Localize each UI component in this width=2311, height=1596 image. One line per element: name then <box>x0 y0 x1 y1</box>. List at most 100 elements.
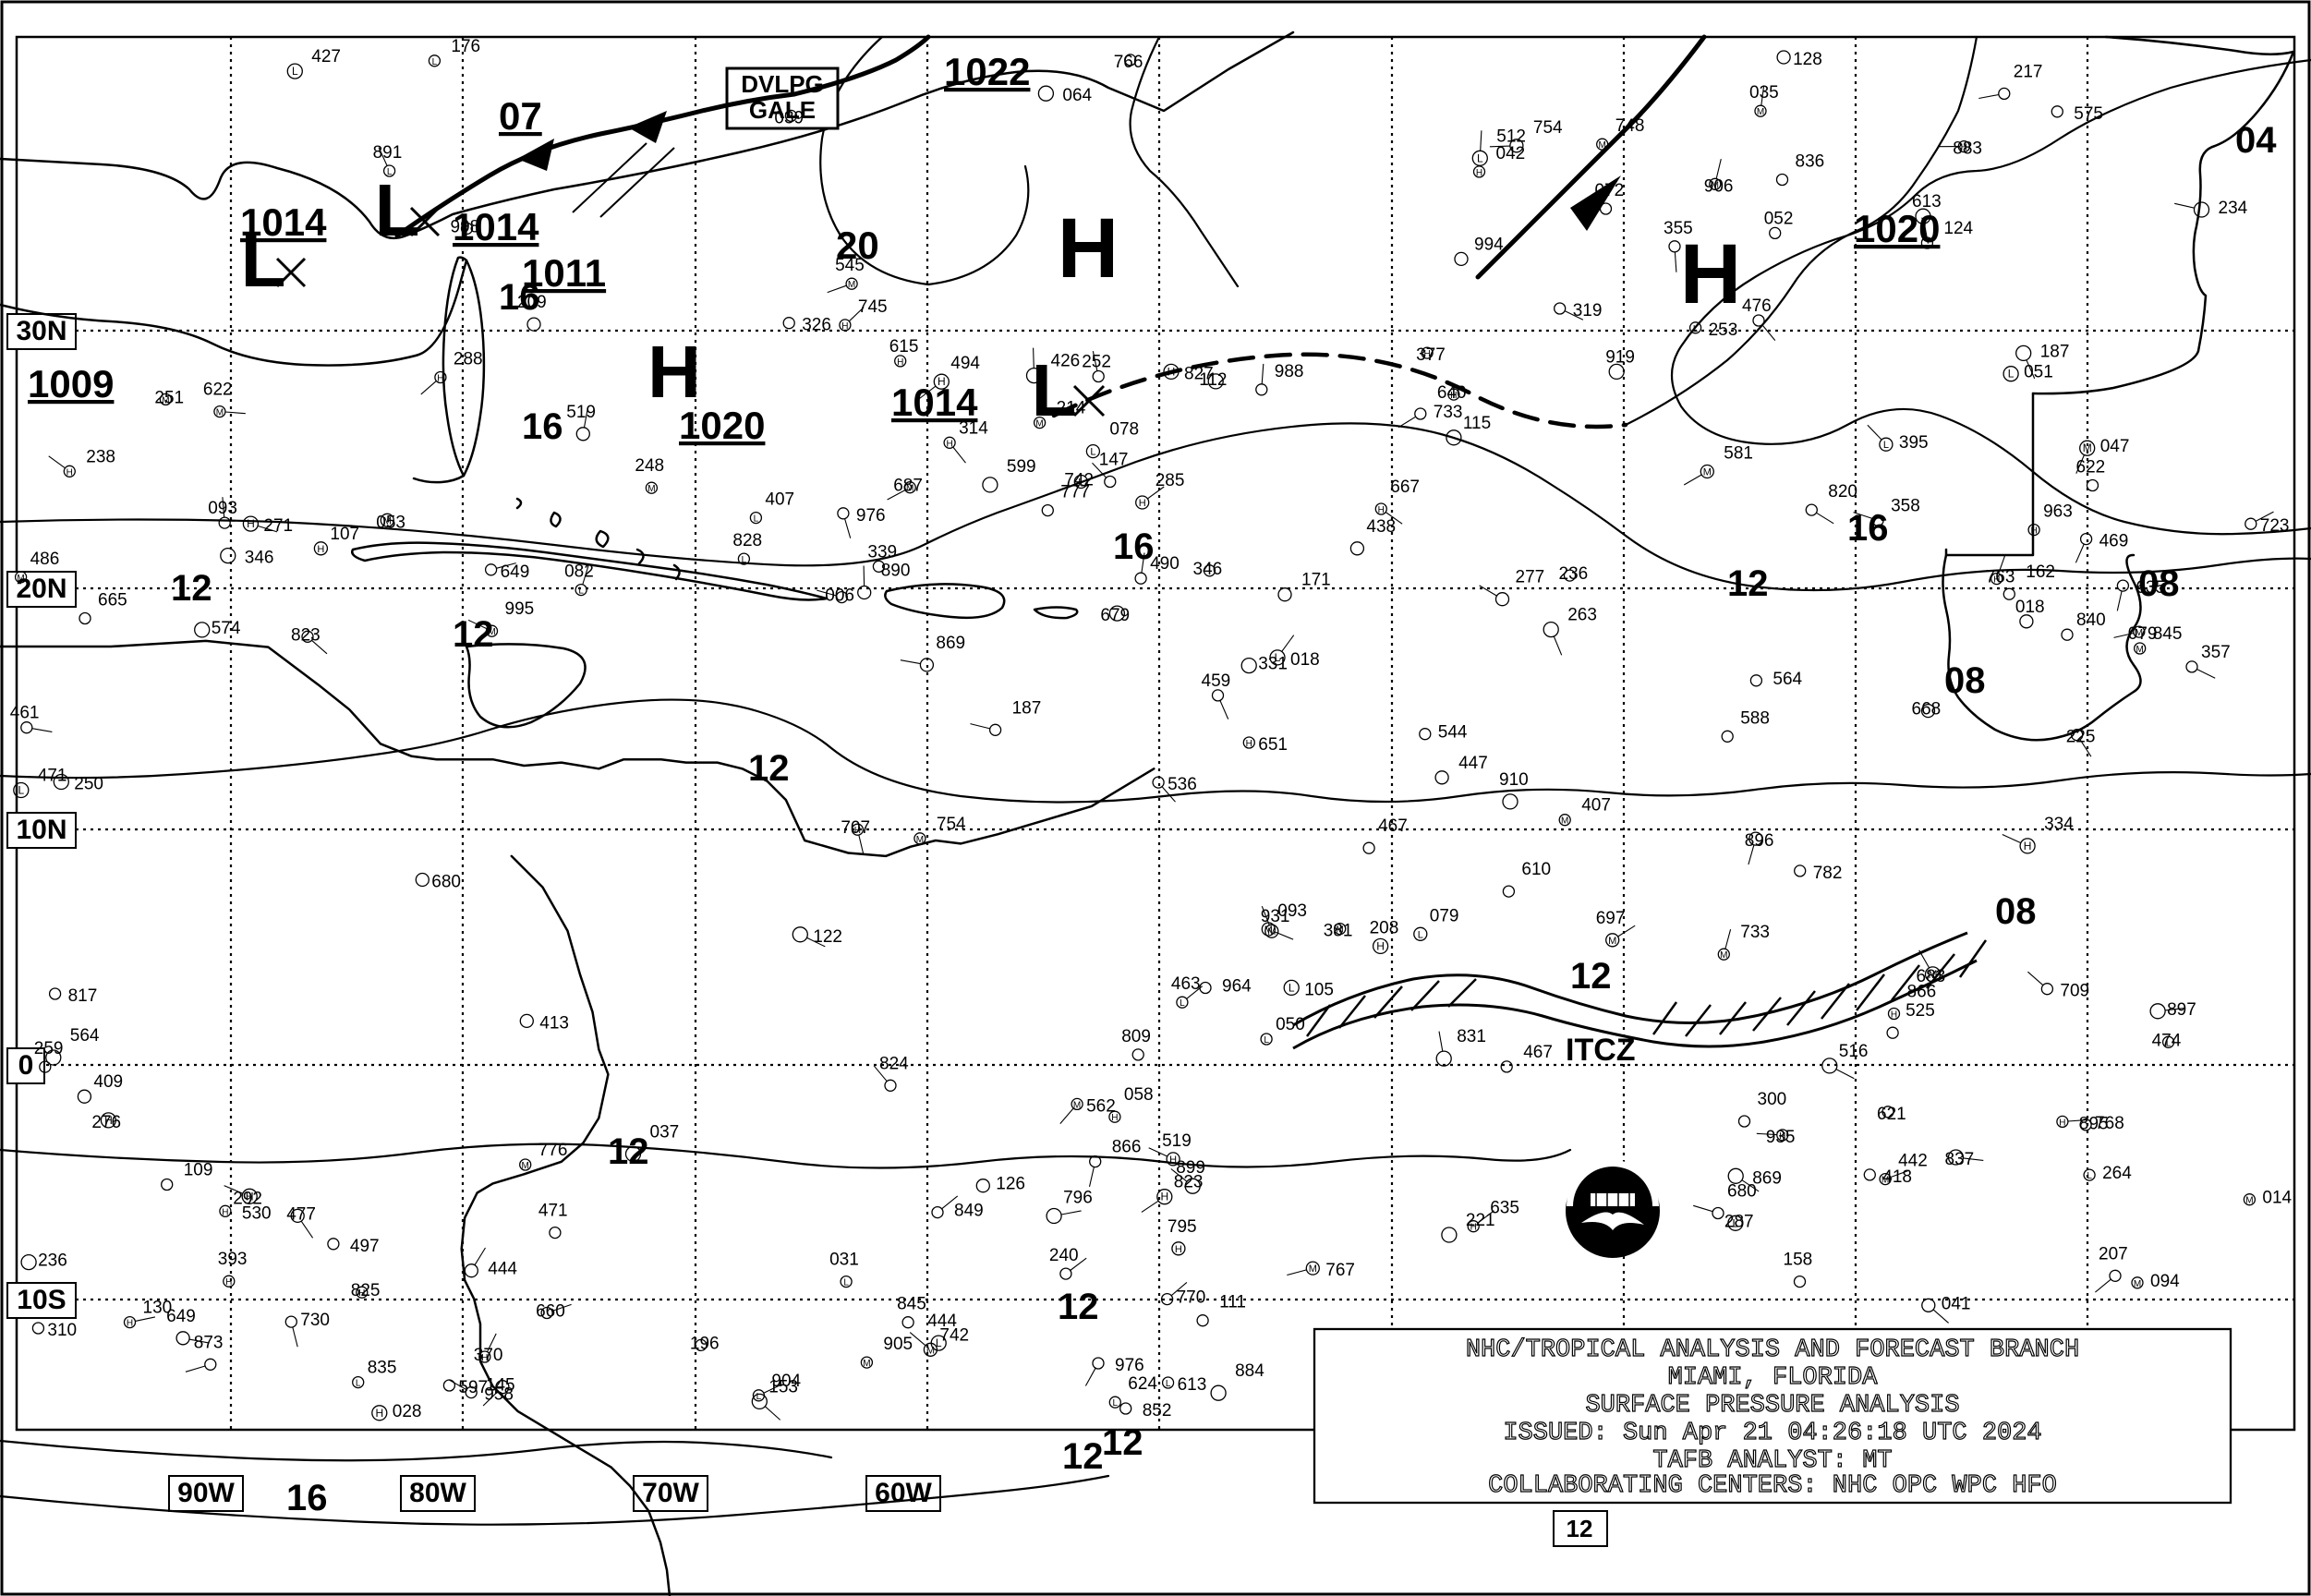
svg-text:30N: 30N <box>16 316 67 346</box>
svg-text:L: L <box>292 65 298 78</box>
svg-text:471: 471 <box>538 1202 568 1221</box>
svg-text:381: 381 <box>1324 922 1353 941</box>
svg-text:H: H <box>1246 739 1252 749</box>
svg-text:10S: 10S <box>17 1285 66 1315</box>
svg-text:393: 393 <box>218 1250 248 1269</box>
svg-text:04: 04 <box>2235 120 2277 161</box>
svg-text:447: 447 <box>1458 754 1488 773</box>
svg-text:12: 12 <box>1567 1515 1593 1542</box>
svg-text:837: 837 <box>1945 1150 1975 1169</box>
svg-text:M: M <box>1608 936 1616 947</box>
svg-text:840: 840 <box>2076 611 2106 630</box>
svg-text:610: 610 <box>1521 860 1551 879</box>
svg-text:H: H <box>1139 498 1146 509</box>
svg-text:L: L <box>756 1392 762 1402</box>
svg-text:271: 271 <box>263 516 293 536</box>
svg-text:1014: 1014 <box>240 200 327 244</box>
svg-text:597: 597 <box>458 1378 488 1397</box>
svg-text:H: H <box>2024 840 2032 852</box>
svg-text:665: 665 <box>98 591 127 611</box>
svg-text:707: 707 <box>841 818 870 838</box>
svg-text:08: 08 <box>1944 660 1986 701</box>
svg-text:L: L <box>578 586 584 597</box>
svg-text:770: 770 <box>1177 1288 1206 1308</box>
svg-text:409: 409 <box>93 1072 123 1092</box>
svg-text:L: L <box>936 1336 942 1349</box>
svg-text:730: 730 <box>300 1311 330 1330</box>
svg-text:217: 217 <box>2014 62 2043 81</box>
svg-text:687: 687 <box>893 477 923 496</box>
svg-text:467: 467 <box>1523 1043 1553 1062</box>
svg-text:407: 407 <box>765 490 794 510</box>
svg-text:357: 357 <box>2201 643 2231 662</box>
svg-text:079: 079 <box>1430 906 1459 925</box>
svg-text:426: 426 <box>1051 352 1081 371</box>
svg-text:M: M <box>1757 107 1764 117</box>
svg-text:358: 358 <box>1891 496 1920 515</box>
svg-text:776: 776 <box>538 1141 568 1160</box>
svg-text:795: 795 <box>1168 1217 1197 1237</box>
svg-text:M: M <box>1720 950 1727 961</box>
svg-text:047: 047 <box>2100 437 2130 456</box>
svg-text:640: 640 <box>1437 383 1467 403</box>
svg-text:M: M <box>2245 1196 2253 1206</box>
svg-text:754: 754 <box>1533 118 1563 138</box>
svg-text:562: 562 <box>1086 1096 1116 1116</box>
svg-text:H: H <box>946 439 952 449</box>
svg-text:998: 998 <box>451 217 480 236</box>
svg-text:1020: 1020 <box>679 404 765 447</box>
svg-text:845: 845 <box>897 1295 926 1314</box>
svg-text:919: 919 <box>1605 347 1635 367</box>
svg-text:145: 145 <box>486 1376 515 1396</box>
svg-text:748: 748 <box>1615 116 1645 136</box>
svg-text:248: 248 <box>635 456 664 476</box>
svg-text:028: 028 <box>393 1402 422 1421</box>
svg-text:679: 679 <box>1100 606 1130 625</box>
svg-text:976: 976 <box>856 506 886 526</box>
svg-text:L: L <box>843 1278 849 1288</box>
svg-text:L: L <box>18 784 24 797</box>
svg-text:006: 006 <box>825 586 854 606</box>
svg-text:276: 276 <box>91 1113 121 1132</box>
svg-text:767: 767 <box>1325 1261 1355 1280</box>
svg-text:70W: 70W <box>642 1478 699 1508</box>
svg-text:866: 866 <box>1112 1138 1142 1157</box>
svg-text:L: L <box>1477 151 1483 164</box>
svg-text:H: H <box>897 357 903 368</box>
svg-text:339: 339 <box>867 542 897 562</box>
svg-text:477: 477 <box>286 1204 316 1224</box>
svg-text:109: 109 <box>184 1161 213 1180</box>
svg-text:M: M <box>1035 419 1043 429</box>
svg-text:564: 564 <box>70 1026 100 1046</box>
svg-text:285: 285 <box>1156 471 1185 490</box>
svg-text:906: 906 <box>1704 176 1734 196</box>
svg-text:427: 427 <box>311 47 341 66</box>
svg-text:910: 910 <box>1499 770 1529 790</box>
svg-text:H: H <box>225 1277 232 1288</box>
svg-text:588: 588 <box>1740 708 1770 728</box>
svg-text:904: 904 <box>771 1372 801 1391</box>
svg-text:16: 16 <box>1847 508 1889 549</box>
svg-text:M: M <box>848 280 855 290</box>
svg-text:667: 667 <box>1390 478 1420 497</box>
svg-text:651: 651 <box>1258 735 1288 755</box>
svg-text:292: 292 <box>233 1189 262 1208</box>
svg-text:935: 935 <box>1766 1128 1796 1147</box>
svg-text:331: 331 <box>1258 655 1288 674</box>
svg-text:287: 287 <box>1724 1212 1754 1231</box>
svg-text:SURFACE PRESSURE ANALYSIS: SURFACE PRESSURE ANALYSIS <box>1585 1392 1959 1420</box>
svg-text:635: 635 <box>1490 1199 1519 1218</box>
svg-text:H: H <box>1476 168 1482 178</box>
svg-text:474: 474 <box>2152 1031 2182 1050</box>
svg-text:635: 635 <box>2136 578 2165 598</box>
svg-text:014: 014 <box>2262 1189 2292 1208</box>
svg-text:12: 12 <box>1062 1436 1104 1477</box>
svg-text:497: 497 <box>350 1237 380 1256</box>
svg-text:171: 171 <box>1301 571 1331 590</box>
svg-text:994: 994 <box>1474 235 1504 254</box>
svg-text:236: 236 <box>38 1251 67 1271</box>
svg-text:L: L <box>432 57 438 67</box>
svg-text:L: L <box>1693 324 1699 334</box>
svg-text:058: 058 <box>1124 1085 1154 1105</box>
svg-text:M: M <box>216 408 224 418</box>
